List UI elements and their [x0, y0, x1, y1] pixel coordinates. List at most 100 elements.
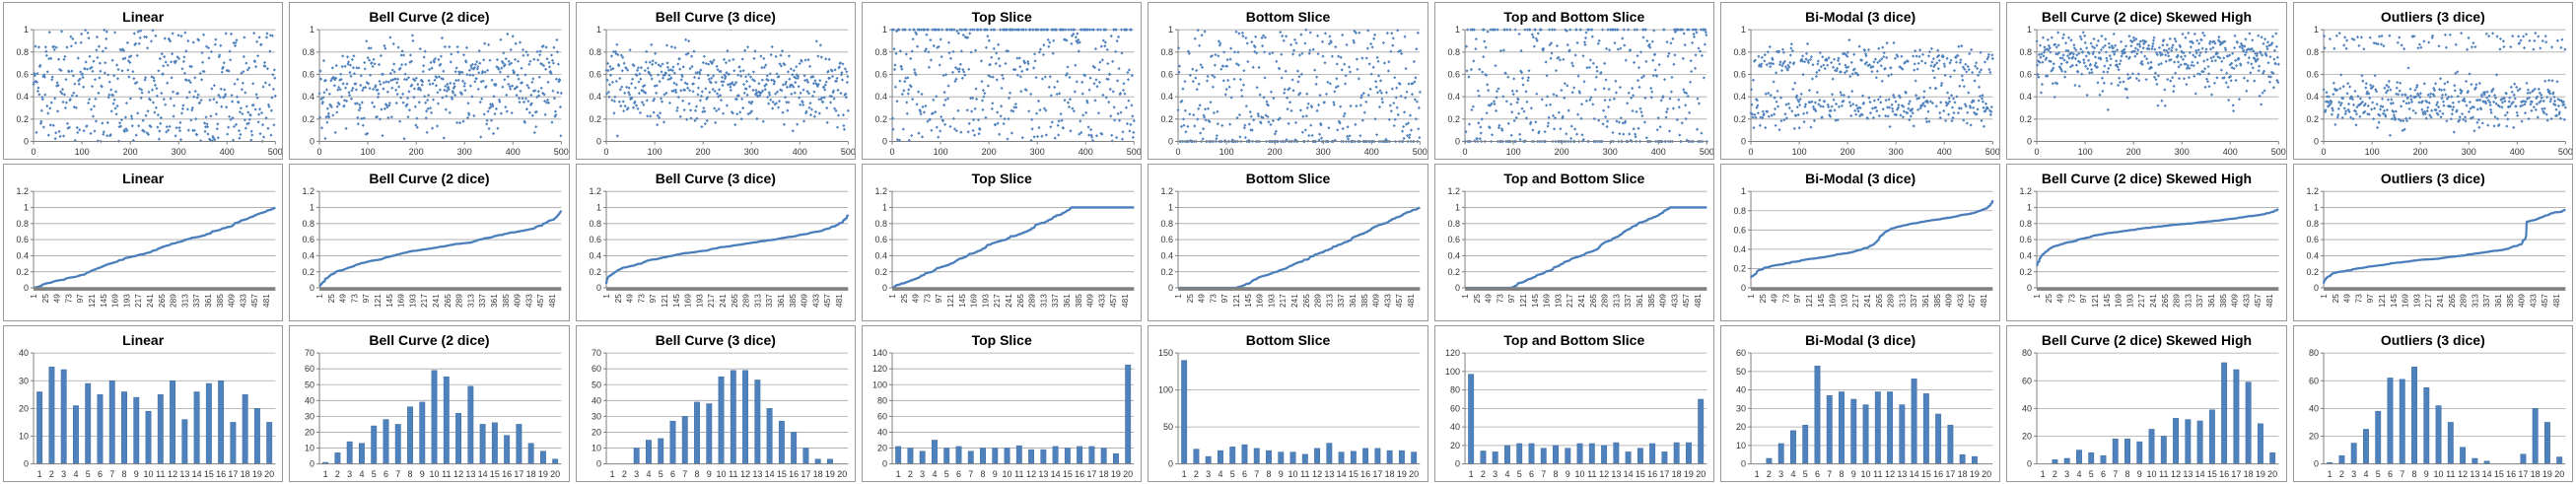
- svg-text:73: 73: [65, 294, 74, 304]
- svg-text:1.2: 1.2: [589, 186, 601, 196]
- chart-scatter-bi-modal-3-dice[interactable]: Bi-Modal (3 dice) 0 0.2 0.4 0.6 0.8 1 0 100 200 30…: [1720, 2, 2001, 160]
- chart-scatter-bell-curve-2-dice-skewed-high[interactable]: Bell Curve (2 dice) Skewed High 0 0.2 0.4 0.…: [2006, 2, 2287, 160]
- chart-cell: Bottom Slice 0 50 100 150 1 2 3 4 5 6 7 8 9 10 11 12 13 14…: [1145, 323, 1430, 484]
- svg-text:400: 400: [1937, 147, 1952, 157]
- chart-title: Bottom Slice: [1245, 9, 1331, 25]
- svg-text:145: 145: [385, 294, 394, 308]
- svg-text:385: 385: [216, 294, 225, 308]
- chart-line-bell-curve-2-dice[interactable]: Bell Curve (2 dice) 0 0.2 0.4 0.6 0.8 1 1.2 1 25 4…: [289, 164, 570, 321]
- chart-title: Bi-Modal (3 dice): [1805, 332, 1916, 348]
- chart-cell: Outliers (3 dice) 0 20 40 60 80 1 2 3 4 5 6 7 8 9 10 11 1…: [2290, 323, 2576, 484]
- svg-text:0: 0: [1741, 136, 1746, 146]
- svg-text:0.6: 0.6: [875, 69, 888, 79]
- svg-text:300: 300: [1030, 147, 1045, 157]
- svg-text:0: 0: [2321, 147, 2326, 157]
- chart-title: Bell Curve (2 dice) Skewed High: [2041, 9, 2253, 25]
- svg-text:0.4: 0.4: [2020, 92, 2033, 102]
- svg-text:0.8: 0.8: [875, 47, 888, 57]
- svg-text:100: 100: [1792, 147, 1807, 157]
- svg-text:0.8: 0.8: [589, 219, 601, 229]
- chart-scatter-bell-curve-3-dice[interactable]: Bell Curve (3 dice) 0 0.2 0.4 0.6 0.8 1 0 100 200…: [575, 2, 856, 160]
- svg-text:0.6: 0.6: [17, 235, 30, 244]
- chart-line-top-and-bottom-slice[interactable]: Top and Bottom Slice 0 0.2 0.4 0.6 0.8 1 1.2 1 25…: [1433, 164, 1714, 321]
- svg-text:265: 265: [158, 294, 167, 308]
- svg-text:0.4: 0.4: [303, 250, 315, 260]
- svg-text:0.6: 0.6: [1447, 69, 1460, 79]
- chart-plot-area: 0 0.2 0.4 0.6 0.8 1 0 100 200 300 400 500: [2020, 25, 2286, 157]
- svg-text:121: 121: [88, 294, 97, 308]
- chart-cell: Linear 0 0.2 0.4 0.6 0.8 1 1.2 1 25 49 73 97 121 145 16…: [0, 162, 286, 323]
- chart-line-bottom-slice[interactable]: Bottom Slice 0 0.2 0.4 0.6 0.8 1 1.2 1 25 49 73 97 12…: [1148, 164, 1428, 321]
- svg-text:300: 300: [172, 147, 186, 157]
- chart-bar-outliers-3-dice[interactable]: Outliers (3 dice) 0 20 40 60 80 1 2 3 4 5 6 7 8 9 10 11 1…: [2292, 325, 2573, 482]
- chart-bar-bell-curve-2-dice-skewed-high[interactable]: Bell Curve (2 dice) Skewed High 0 20 40 60 80…: [2006, 325, 2287, 482]
- chart-cell: Bi-Modal (3 dice) 0 0.2 0.4 0.6 0.8 1 0 100 200 30…: [1717, 0, 2003, 162]
- svg-text:457: 457: [250, 294, 259, 308]
- chart-scatter-linear[interactable]: Linear 0 0.2 0.4 0.6 0.8 1 0 100 200 300 400 500: [3, 2, 284, 160]
- chart-bar-bell-curve-3-dice[interactable]: Bell Curve (3 dice) 0 10 20 30 40 50 60 70 1 2 3 4 5 6…: [575, 325, 856, 482]
- chart-bar-top-slice[interactable]: Top Slice 0 20 40 60 80 100 120 140 1 2 3 4 5 6 7 8 9 10 11…: [862, 325, 1143, 482]
- chart-scatter-bell-curve-2-dice[interactable]: Bell Curve (2 dice) 0 0.2 0.4 0.6 0.8 1 0 100 200…: [289, 2, 570, 160]
- svg-text:0.2: 0.2: [303, 114, 315, 124]
- svg-text:100: 100: [1505, 147, 1520, 157]
- svg-text:1.2: 1.2: [303, 186, 315, 196]
- chart-line-bi-modal-3-dice[interactable]: Bi-Modal (3 dice) 0 0.2 0.4 0.6 0.8 1 1 25 49 73 97…: [1720, 164, 2001, 321]
- chart-line-bell-curve-2-dice-skewed-high[interactable]: Bell Curve (2 dice) Skewed High 0 0.2 0.4 0.…: [2006, 164, 2287, 321]
- chart-title: Outliers (3 dice): [2380, 9, 2485, 25]
- chart-bar-linear[interactable]: Linear 0 10 20 30 40 1 2 3 4 5 6 7 8 9 10 11 12 13 14 15 16 17…: [3, 325, 284, 482]
- chart-cell: Bell Curve (2 dice) Skewed High 0 0.2 0.4 0.…: [2003, 0, 2289, 162]
- chart-plot-area: 00.20.40.60.811.21 25 49 73 97 121 145 169 193 21…: [589, 186, 849, 308]
- svg-text:100: 100: [1219, 147, 1234, 157]
- svg-text:500: 500: [840, 147, 855, 157]
- svg-text:49: 49: [53, 294, 62, 304]
- chart-scatter-outliers-3-dice[interactable]: Outliers (3 dice) 0 0.2 0.4 0.6 0.8 1 0 100 200 30…: [2292, 2, 2573, 160]
- svg-text:0: 0: [1749, 147, 1754, 157]
- svg-text:0.4: 0.4: [1161, 92, 1174, 102]
- chart-line-top-slice[interactable]: Top Slice 0 0.2 0.4 0.6 0.8 1 1.2 1 25 49 73 97 121 14…: [862, 164, 1143, 321]
- chart-plot-area: 00.20.40.60.811.21 25 49 73 97 121 145 169 193 21…: [2020, 186, 2280, 308]
- svg-text:400: 400: [2223, 147, 2238, 157]
- chart-scatter-bottom-slice[interactable]: Bottom Slice 0 0.2 0.4 0.6 0.8 1 0 100 200 300 400 5…: [1148, 2, 1428, 160]
- svg-text:457: 457: [537, 294, 546, 308]
- chart-title: Bi-Modal (3 dice): [1805, 9, 1916, 25]
- svg-text:400: 400: [506, 147, 521, 157]
- svg-text:73: 73: [351, 294, 360, 304]
- svg-text:200: 200: [2126, 147, 2141, 157]
- chart-scatter-top-slice[interactable]: Top Slice 0 0.2 0.4 0.6 0.8 1 0 100 200 300 400 500: [862, 2, 1143, 160]
- svg-text:200: 200: [1841, 147, 1855, 157]
- chart-title: Bell Curve (2 dice) Skewed High: [2041, 332, 2253, 348]
- chart-bar-bell-curve-2-dice[interactable]: Bell Curve (2 dice) 0 10 20 30 40 50 60 70 1 2 3 4 5 6…: [289, 325, 570, 482]
- svg-text:300: 300: [457, 147, 472, 157]
- svg-text:0.6: 0.6: [303, 235, 315, 244]
- svg-text:0.8: 0.8: [2020, 47, 2033, 57]
- svg-text:1: 1: [596, 202, 601, 212]
- svg-text:1: 1: [602, 294, 611, 299]
- svg-text:1: 1: [596, 25, 601, 35]
- svg-text:1: 1: [24, 202, 29, 212]
- svg-text:0: 0: [1176, 147, 1181, 157]
- svg-text:409: 409: [228, 294, 237, 308]
- chart-bar-bottom-slice[interactable]: Bottom Slice 0 50 100 150 1 2 3 4 5 6 7 8 9 10 11 12 13 14…: [1148, 325, 1428, 482]
- chart-line-bell-curve-3-dice[interactable]: Bell Curve (3 dice) 0 0.2 0.4 0.6 0.8 1 1.2 1 25 4…: [575, 164, 856, 321]
- svg-text:1: 1: [1741, 25, 1746, 35]
- svg-text:409: 409: [514, 294, 522, 308]
- chart-bar-top-and-bottom-slice[interactable]: Top and Bottom Slice 0 20 40 60 80 100 120 1 2 3 4 5…: [1433, 325, 1714, 482]
- chart-cell: Bell Curve (2 dice) 0 0.2 0.4 0.6 0.8 1 0 100 200…: [286, 0, 572, 162]
- chart-scatter-top-and-bottom-slice[interactable]: Top and Bottom Slice 0 0.2 0.4 0.6 0.8 1 0 100 20…: [1433, 2, 1714, 160]
- svg-text:100: 100: [75, 147, 90, 157]
- svg-text:400: 400: [220, 147, 235, 157]
- chart-line-linear[interactable]: Linear 0 0.2 0.4 0.6 0.8 1 1.2 1 25 49 73 97 121 145 16…: [3, 164, 284, 321]
- chart-title: Bi-Modal (3 dice): [1805, 171, 1916, 186]
- svg-text:300: 300: [1316, 147, 1331, 157]
- chart-cell: Linear 0 10 20 30 40 1 2 3 4 5 6 7 8 9 10 11 12 13 14 15 16 17…: [0, 323, 286, 484]
- svg-text:0.2: 0.2: [589, 267, 601, 277]
- chart-line-outliers-3-dice[interactable]: Outliers (3 dice) 0 0.2 0.4 0.6 0.8 1 1.2 1 25 49 7…: [2292, 164, 2573, 321]
- chart-bar-bi-modal-3-dice[interactable]: Bi-Modal (3 dice) 0 10 20 30 40 50 60 1 2 3 4 5 6 7 8 9 1…: [1720, 325, 2001, 482]
- svg-text:169: 169: [397, 294, 406, 308]
- svg-text:400: 400: [1650, 147, 1665, 157]
- chart-cell: Top and Bottom Slice 0 20 40 60 80 100 120 1 2 3 4 5…: [1431, 323, 1717, 484]
